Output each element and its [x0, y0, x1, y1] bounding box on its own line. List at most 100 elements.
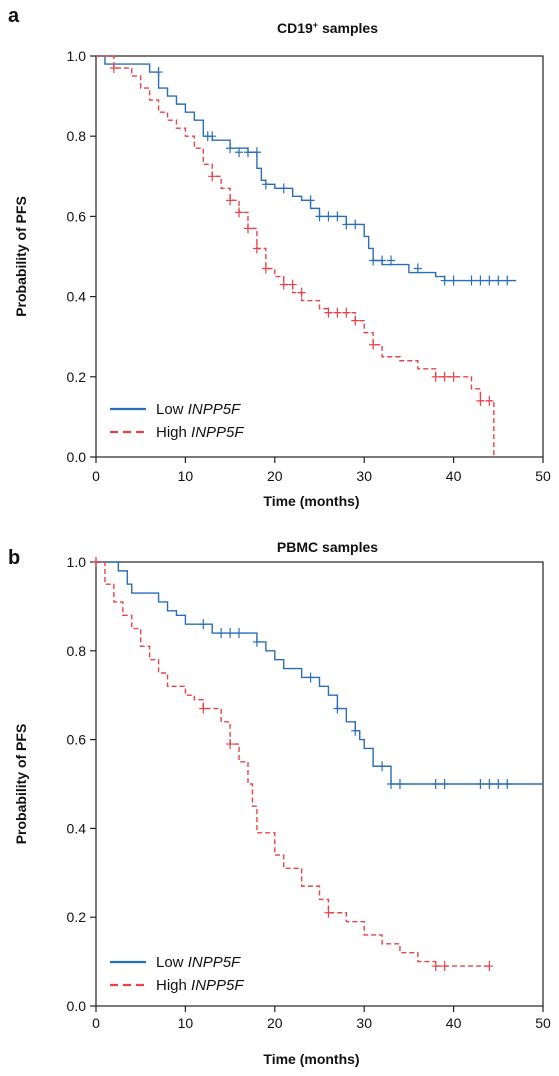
censor-mark: [109, 63, 118, 74]
censor-mark: [342, 219, 351, 230]
censor-mark: [226, 739, 235, 750]
censor-mark: [440, 371, 449, 382]
censor-mark: [485, 779, 494, 789]
censor-mark: [369, 339, 378, 350]
km-chart-pbmc: b PBMC samples 0 10 20 30 40 50 0.0 0.2 0.4 0.6 0.8 1…: [8, 539, 551, 1067]
censor-mark: [395, 779, 404, 789]
censor-mark: [440, 275, 449, 286]
y-tick-label: 0.4: [67, 289, 87, 305]
censor-mark: [235, 207, 244, 218]
censor-mark: [208, 171, 217, 182]
censor-mark: [503, 275, 512, 286]
censor-mark: [333, 211, 342, 222]
censor-mark: [440, 779, 449, 789]
censor-mark: [485, 395, 494, 406]
y-tick-label: 0.0: [67, 449, 87, 465]
panel-letter: b: [8, 547, 20, 569]
survival-curve-low: [96, 561, 543, 785]
censor-mark: [431, 961, 440, 972]
censor-mark: [306, 672, 315, 683]
chart-title: CD19+ samples: [277, 20, 378, 36]
censor-mark: [431, 779, 440, 789]
censor-mark: [485, 961, 494, 972]
y-tick-label: 0.4: [67, 820, 87, 836]
censor-mark: [440, 961, 449, 972]
legend-label-low: Low INPP5F: [156, 954, 241, 971]
x-tick-label: 50: [535, 1015, 551, 1031]
x-tick-label: 30: [356, 1015, 372, 1031]
y-tick-label: 0.2: [67, 369, 87, 385]
censor-mark: [217, 628, 226, 639]
x-tick-label: 50: [535, 468, 551, 484]
censor-mark: [279, 183, 288, 194]
x-axis-label: Time (months): [263, 493, 359, 509]
legend-label-low: Low INPP5F: [156, 401, 241, 418]
x-tick-label: 10: [178, 1015, 194, 1031]
censor-mark: [449, 371, 458, 382]
censor-mark: [235, 147, 244, 158]
y-tick-label: 1.0: [67, 48, 87, 64]
panel-b: b PBMC samples 0 10 20 30 40 50 0.0 0.2 0.4 0.6 0.8 1…: [0, 538, 559, 1076]
censor-mark: [378, 255, 387, 266]
censor-mark: [252, 147, 261, 158]
legend-label-high: High INPP5F: [156, 977, 244, 994]
censor-mark: [288, 279, 297, 290]
censor-mark: [252, 243, 261, 254]
y-tick-label: 1.0: [67, 554, 87, 570]
panel-a: a CD19+ samples 0 10 20 30 40 50 0.0 0.2 0.4 0.6 0.8…: [8, 5, 551, 509]
series-low: [96, 55, 517, 286]
censor-mark: [485, 275, 494, 286]
km-chart-cd19: a CD19+ samples 0 10 20 30 40 50 0.0 0.2 0.4 0.6 0.8…: [8, 5, 551, 509]
y-axis-label: Probability of PFS: [13, 724, 29, 845]
censor-mark: [279, 279, 288, 290]
censor-mark: [476, 275, 485, 286]
censor-mark: [378, 761, 387, 772]
x-axis-label: Time (months): [263, 1051, 359, 1067]
censor-mark: [235, 628, 244, 639]
y-tick-label: 0.0: [67, 998, 87, 1014]
x-tick-label: 30: [356, 468, 372, 484]
chart-title: PBMC samples: [277, 539, 378, 555]
censor-mark: [476, 779, 485, 789]
censor-mark: [199, 703, 208, 714]
censor-mark: [154, 67, 163, 78]
censor-mark: [226, 143, 235, 154]
legend-label-high: High INPP5F: [156, 424, 244, 441]
censor-mark: [306, 195, 315, 206]
x-tick-label: 40: [446, 468, 462, 484]
x-tick-label: 40: [446, 1015, 462, 1031]
censor-mark: [261, 179, 270, 190]
censor-mark: [431, 371, 440, 382]
censor-mark: [494, 275, 503, 286]
censor-mark: [243, 147, 252, 158]
censor-mark: [333, 703, 342, 714]
plot-frame: [95, 55, 544, 458]
censor-mark: [315, 211, 324, 222]
x-tick-label: 10: [178, 468, 194, 484]
y-axis-label: Probability of PFS: [13, 196, 29, 317]
y-tick-label: 0.6: [67, 208, 87, 224]
censor-mark: [351, 725, 360, 736]
y-tick-label: 0.6: [67, 732, 87, 748]
x-tick-label: 0: [92, 1015, 100, 1031]
censor-mark: [92, 557, 100, 567]
legend: Low INPP5F High INPP5F: [110, 401, 244, 441]
censor-mark: [387, 255, 396, 266]
censor-mark: [449, 275, 458, 286]
censor-mark: [261, 263, 270, 274]
survival-curve-high: [96, 561, 490, 967]
x-tick-label: 20: [267, 468, 283, 484]
series-low: [92, 557, 543, 789]
censor-mark: [351, 315, 360, 326]
legend: Low INPP5F High INPP5F: [110, 954, 244, 994]
censor-mark: [243, 223, 252, 234]
panel-letter: a: [8, 5, 20, 27]
censor-mark: [297, 287, 306, 298]
censor-mark: [351, 219, 360, 230]
x-tick-label: 0: [92, 468, 100, 484]
censor-mark: [333, 307, 342, 318]
survival-curve-high: [96, 55, 495, 457]
y-tick-label: 0.8: [67, 643, 87, 659]
survival-curve-low: [96, 55, 517, 282]
y-tick-label: 0.2: [67, 909, 87, 925]
